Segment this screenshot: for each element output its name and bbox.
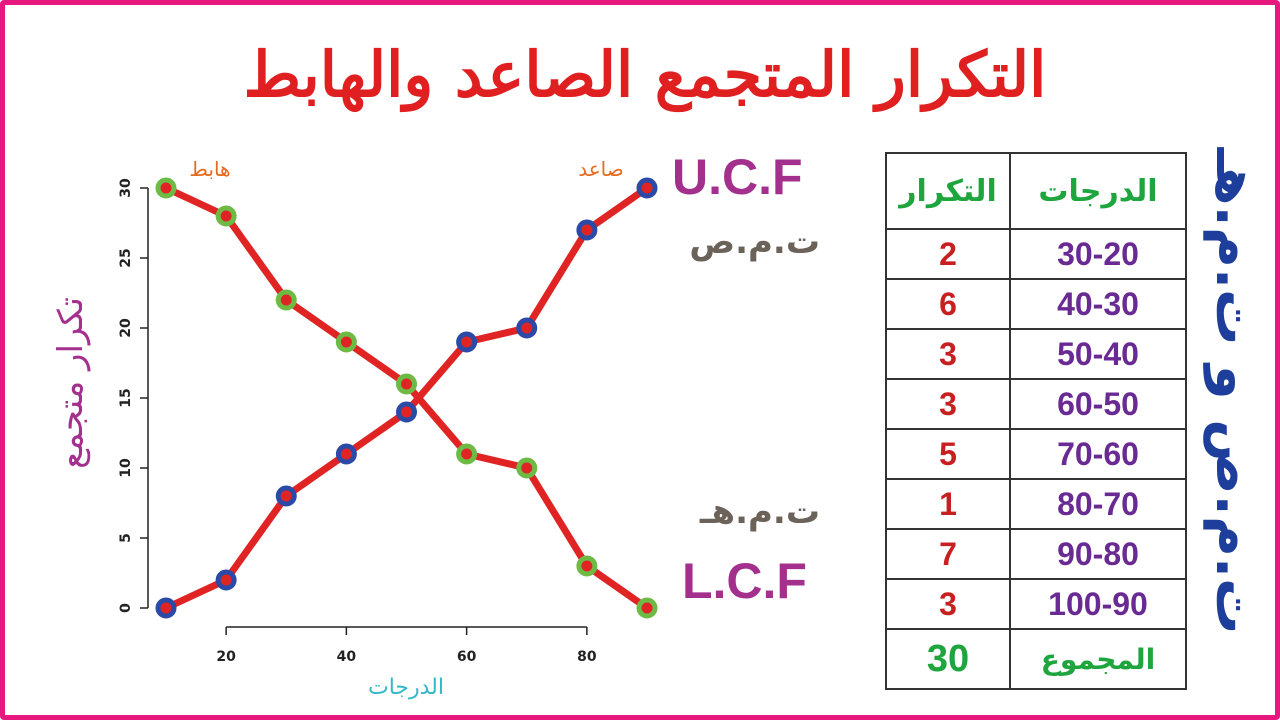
y-tick-label: 5 [118,533,134,543]
frequency-cell: 2 [885,228,1011,280]
descending-point [456,443,478,465]
total-value: 30 [885,628,1011,690]
x-tick-label: 40 [337,649,357,665]
x-tick-label: 60 [457,649,477,665]
series-label-ascending: صاعد [578,157,624,181]
grade-cell: 30-20 [1009,228,1187,280]
grade-cell: 60-50 [1009,378,1187,430]
table-row: 3 50-40 [885,328,1187,380]
frequency-cell: 1 [885,478,1011,530]
total-label: المجموع [1009,628,1187,690]
y-tick-label: 25 [118,248,134,267]
ascending-point [155,597,177,619]
ascending-point [335,443,357,465]
descending-point [576,555,598,577]
ascending-point [456,331,478,353]
ascending-point [275,485,297,507]
ascending-point [396,401,417,423]
x-tick-label: 80 [577,649,597,665]
series-label-descending: هابط [189,157,230,181]
grade-cell: 70-60 [1009,428,1187,480]
descending-point [396,373,417,395]
grade-cell: 90-80 [1009,528,1187,580]
ucf-label: U.C.F [672,149,803,205]
chart-axes: 0 5 10 15 20 25 30 20 40 60 80 [118,178,597,665]
descending-point [335,331,357,353]
header-grades: الدرجات [1009,152,1187,230]
descending-point [275,289,297,311]
ucf-arabic-label: ت.م.ص [689,222,820,262]
page-title: التكرار المتجمع الصاعد والهابط [243,38,1047,111]
grade-cell: 100-90 [1009,578,1187,630]
grade-cell: 40-30 [1009,278,1187,330]
lcf-label: L.C.F [682,553,807,609]
x-axis-title: الدرجات [368,675,444,700]
y-tick-label: 0 [118,603,134,613]
table-row: 3 100-90 [885,578,1187,630]
y-axis-title: تكرار متجمع [51,297,91,469]
frequency-cell: 3 [885,328,1011,380]
lcf-arabic-label: ت.م.هـ [699,492,820,532]
y-tick-label: 15 [118,388,134,407]
table-row: 5 70-60 [885,428,1187,480]
x-tick-label: 20 [216,649,236,665]
table-total-row: 30 المجموع [885,628,1187,690]
ascending-point [215,569,237,591]
y-tick-label: 30 [118,178,134,198]
table-row: 7 90-80 [885,528,1187,580]
y-tick-label: 10 [118,458,134,478]
chart-lines [162,184,651,612]
table-row: 6 40-30 [885,278,1187,330]
descending-point [215,205,237,227]
table-header-row: التكرار الدرجات [885,152,1187,230]
side-vertical-caption: ت.م.ص و ت.م.هـ [1203,96,1268,686]
frequency-cell: 5 [885,428,1011,480]
y-tick-label: 20 [118,318,134,338]
table-row: 3 60-50 [885,378,1187,430]
descending-point [636,597,658,619]
chart-points [155,177,658,619]
descending-point [516,457,538,479]
grade-cell: 80-70 [1009,478,1187,530]
table-row: 1 80-70 [885,478,1187,530]
ascending-point [516,317,538,339]
side-vertical-text: ت.م.ص و ت.م.هـ [1203,147,1268,635]
frequency-table: التكرار الدرجات 2 30-20 6 40-30 3 50-40 3 60-50… [885,152,1187,690]
frequency-cell: 3 [885,378,1011,430]
frequency-cell: 7 [885,528,1011,580]
frequency-cell: 6 [885,278,1011,330]
header-frequency: التكرار [885,152,1011,230]
ascending-point [576,219,598,241]
descending-point [155,177,177,199]
ascending-point [636,177,658,199]
grade-cell: 50-40 [1009,328,1187,380]
table-row: 2 30-20 [885,228,1187,280]
frequency-cell: 3 [885,578,1011,630]
